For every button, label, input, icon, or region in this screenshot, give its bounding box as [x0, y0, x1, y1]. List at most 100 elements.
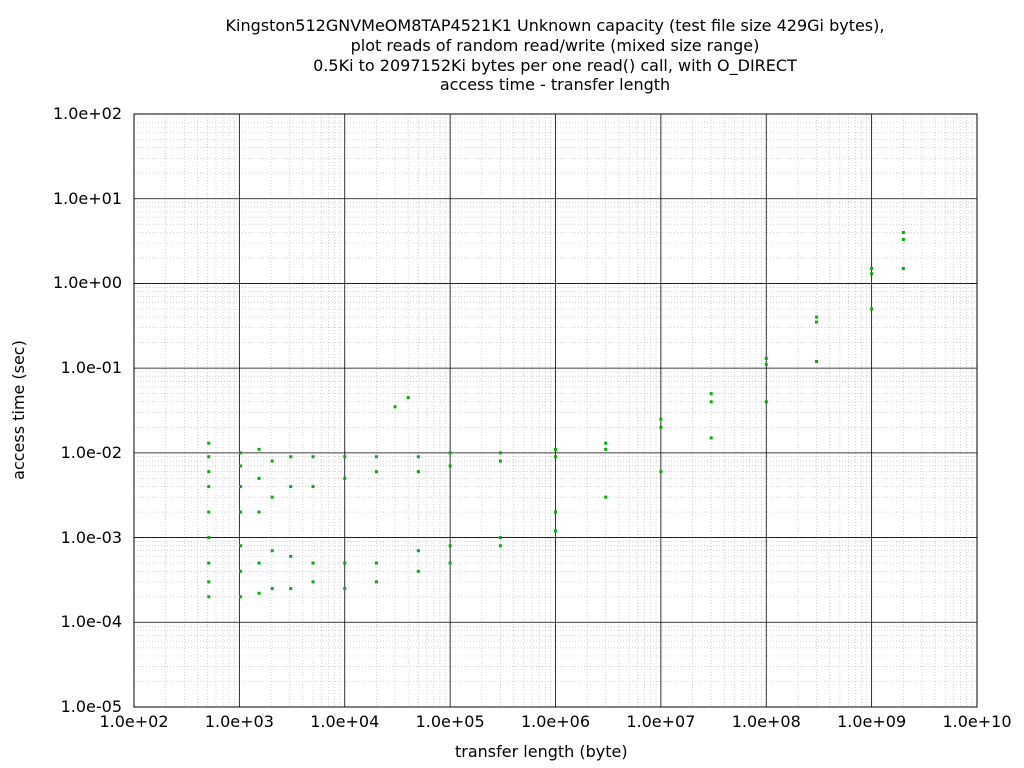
data-point [343, 476, 347, 480]
data-point [343, 587, 347, 591]
x-tick-label: 1.0e+03 [204, 712, 274, 731]
data-point [257, 476, 261, 480]
data-point [289, 587, 293, 591]
data-point [270, 459, 274, 463]
data-point [448, 561, 452, 565]
chart-title-line-3: 0.5Ki to 2097152Ki bytes per one read() … [313, 56, 797, 75]
x-tick-label: 1.0e+06 [520, 712, 591, 731]
data-point [604, 441, 608, 445]
data-point [604, 495, 608, 499]
data-point [207, 510, 211, 514]
data-point [343, 561, 347, 565]
data-point [289, 455, 293, 459]
data-point [709, 436, 713, 440]
data-point [343, 455, 347, 459]
data-point [498, 544, 502, 548]
data-point [207, 441, 211, 445]
data-point [764, 363, 768, 367]
data-point [416, 470, 420, 474]
y-tick-label: 1.0e-05 [60, 697, 122, 716]
chart-title-line-4: access time - transfer length [439, 75, 671, 94]
data-point [270, 495, 274, 499]
data-point [238, 485, 242, 489]
y-tick-label: 1.0e-02 [60, 442, 122, 462]
data-point [311, 561, 315, 565]
data-point [311, 485, 315, 489]
data-point [416, 455, 420, 459]
x-tick-label: 1.0e+04 [310, 712, 380, 731]
data-point [448, 451, 452, 455]
data-point [406, 396, 410, 400]
data-point [709, 400, 713, 404]
x-tick-label: 1.0e+02 [99, 712, 169, 731]
data-point [764, 356, 768, 360]
x-tick-label: 1.0e+10 [942, 712, 1012, 731]
data-point [604, 447, 608, 451]
data-point [238, 451, 242, 455]
data-point [257, 561, 261, 565]
data-point [870, 307, 874, 311]
data-point [289, 554, 293, 558]
data-point [901, 230, 905, 234]
data-point [416, 569, 420, 573]
data-point [238, 510, 242, 514]
data-point [554, 447, 557, 451]
chart-title-line-2: plot reads of random read/write (mixed s… [350, 36, 760, 55]
data-point [554, 529, 557, 533]
data-point [870, 272, 874, 276]
plot-frame [133, 113, 978, 708]
data-point [207, 580, 211, 584]
y-tick-label: 1.0e-01 [60, 358, 122, 378]
data-point [815, 359, 819, 363]
data-point [257, 447, 261, 451]
data-point [270, 549, 274, 553]
data-point [901, 238, 905, 242]
data-point [207, 455, 211, 459]
x-tick-label: 1.0e+08 [731, 712, 801, 731]
data-point [207, 536, 211, 540]
data-point [498, 451, 502, 455]
data-point [393, 405, 397, 409]
data-point [815, 320, 819, 324]
data-point [238, 595, 242, 599]
data-point [815, 315, 819, 319]
y-tick-label: 1.0e+02 [52, 104, 122, 123]
data-point [554, 455, 557, 459]
chart-title-line-1: Kingston512GNVMeOM8TAP4521K1 Unknown cap… [225, 16, 885, 35]
data-point [374, 455, 378, 459]
data-point [709, 392, 713, 396]
y-tick-label: 1.0e-03 [60, 527, 122, 547]
data-point [659, 470, 663, 474]
data-point [448, 544, 452, 548]
data-point [311, 455, 315, 459]
data-point [764, 400, 768, 404]
data-point [374, 561, 378, 565]
data-point [207, 561, 211, 565]
data-point [270, 587, 274, 591]
data-point [659, 417, 663, 421]
data-point [207, 595, 211, 599]
y-tick-label: 1.0e+01 [52, 188, 122, 208]
data-point [870, 267, 874, 271]
data-point [498, 536, 502, 540]
data-point [311, 580, 315, 584]
data-point [374, 580, 378, 584]
data-point [238, 569, 242, 573]
data-point [498, 459, 502, 463]
y-tick-label: 1.0e-04 [60, 612, 122, 632]
data-point [901, 267, 905, 271]
data-point [257, 510, 261, 514]
y-tick-label: 1.0e+00 [52, 273, 122, 293]
data-point [554, 510, 557, 514]
x-tick-label: 1.0e+09 [837, 712, 907, 731]
x-tick-label: 1.0e+05 [415, 712, 485, 731]
data-point [207, 470, 211, 474]
data-point [289, 485, 293, 489]
data-point [448, 464, 452, 468]
x-axis-label: transfer length (byte) [455, 742, 628, 761]
x-tick-label: 1.0e+07 [626, 712, 696, 731]
data-point [257, 591, 261, 595]
y-axis-label: access time (sec) [9, 340, 28, 480]
